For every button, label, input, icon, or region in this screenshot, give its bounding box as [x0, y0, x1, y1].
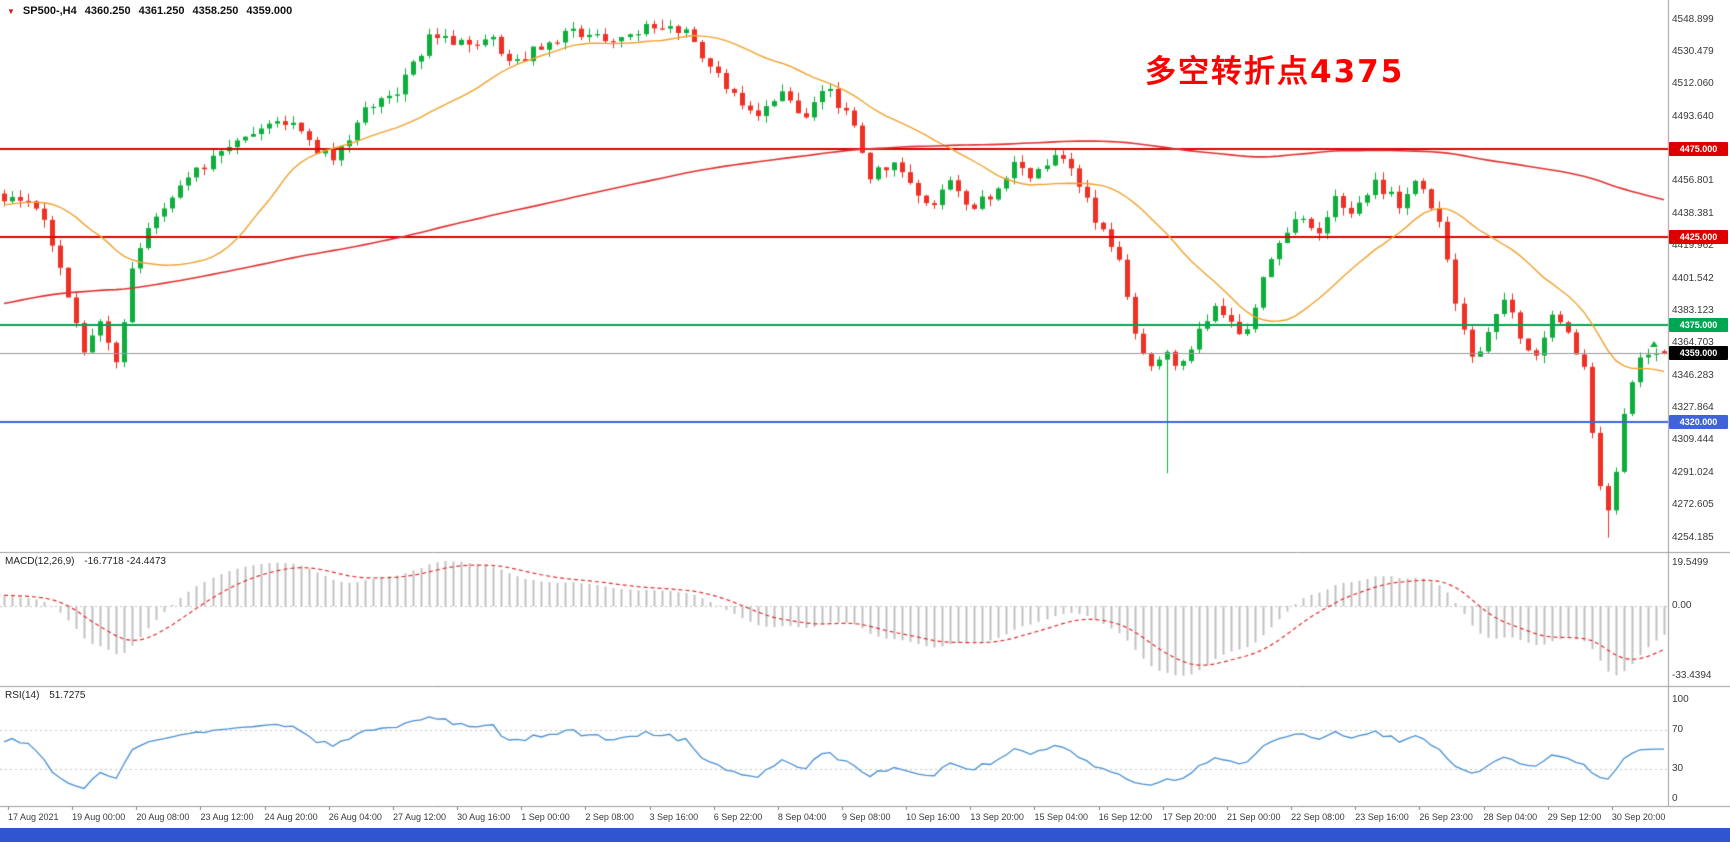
bottom-bar: [0, 828, 1730, 842]
chart-header: ▼ SP500-,H4 4360.250 4361.250 4358.250 4…: [7, 5, 292, 17]
rsi-value: 51.7275: [49, 690, 86, 701]
macd-indicator-title: MACD(12,26,9) -16.7718 -24.4473: [5, 556, 173, 567]
low-value: 4358.250: [192, 5, 239, 17]
macd-values: -16.7718 -24.4473: [84, 556, 166, 567]
rsi-label: RSI(14): [5, 690, 40, 701]
annotation-text: 多空转折点4375: [1145, 54, 1405, 90]
high-value: 4361.250: [138, 5, 185, 17]
rsi-indicator-title: RSI(14) 51.7275: [5, 690, 92, 701]
symbol-timeframe-label: SP500-,H4: [22, 5, 77, 17]
close-value: 4359.000: [246, 5, 293, 17]
symbol-marker-icon: ▼: [7, 7, 15, 16]
macd-label: MACD(12,26,9): [5, 556, 75, 567]
open-value: 4360.250: [84, 5, 131, 17]
